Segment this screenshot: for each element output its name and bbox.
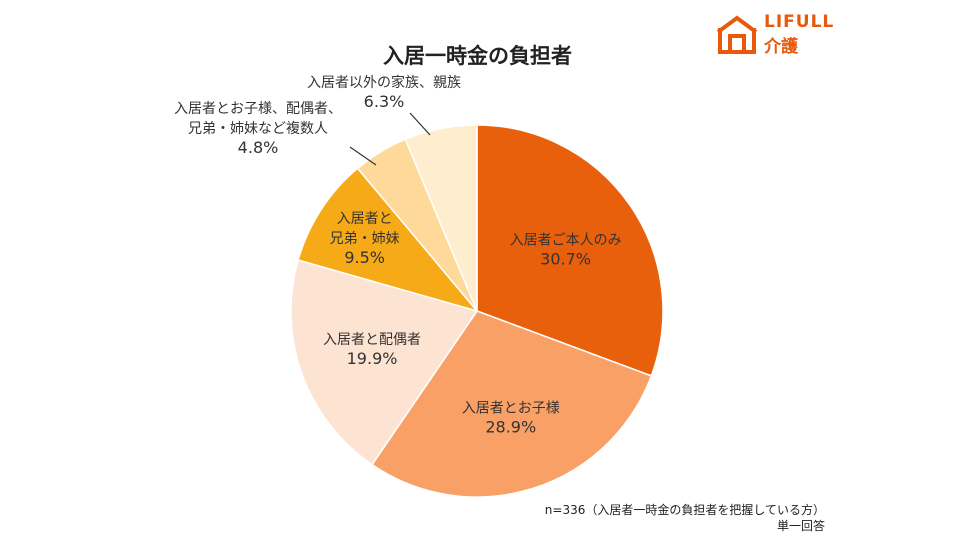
slice-category-label-2: 入居者と配偶者 <box>323 332 421 348</box>
slice-value-label-1: 28.9% <box>485 417 536 436</box>
house-logo-icon <box>716 15 758 54</box>
pie-slice-2 <box>290 259 479 466</box>
leader-line-4 <box>349 146 377 166</box>
pie-slice-3 <box>297 167 480 313</box>
slice-value-label-3: 9.5% <box>344 248 385 267</box>
slice-value-label-2: 19.9% <box>347 349 398 368</box>
footnote: n=336（入居者一時金の負担者を把握している方） 単一回答 <box>545 502 825 534</box>
logo-text-ja: 介護 <box>764 37 798 57</box>
slice-value-label-0: 30.7% <box>540 249 591 268</box>
slice-category-label-0: 入居者ご本人のみ <box>510 232 622 248</box>
slice-category-label-4: 入居者とお子様、配偶者、 <box>174 101 342 117</box>
footnote-sample: n=336（入居者一時金の負担者を把握している方） <box>544 503 825 517</box>
footnote-answer-type: 単一回答 <box>776 519 825 533</box>
slice-value-label-4: 4.8% <box>238 138 279 157</box>
pie-slice-5 <box>404 124 478 312</box>
slice-value-label-5: 6.3% <box>364 92 405 111</box>
pie-slice-0 <box>476 124 664 377</box>
chart-title: 入居一時金の負担者 <box>383 44 572 68</box>
slice-category-label-4: 兄弟・姉妹など複数人 <box>188 120 328 137</box>
logo-text-en: LIFULL <box>764 12 835 32</box>
leader-line-5 <box>409 112 431 136</box>
slice-category-label-5: 入居者以外の家族、親族 <box>307 74 461 91</box>
slice-category-label-3: 入居者と <box>337 211 393 227</box>
pie-slice-1 <box>371 310 653 498</box>
lifull-logo: LIFULL 介護 <box>716 12 846 57</box>
slice-category-label-3: 兄弟・姉妹 <box>330 231 400 247</box>
slice-category-label-1: 入居者とお子様 <box>462 400 560 416</box>
